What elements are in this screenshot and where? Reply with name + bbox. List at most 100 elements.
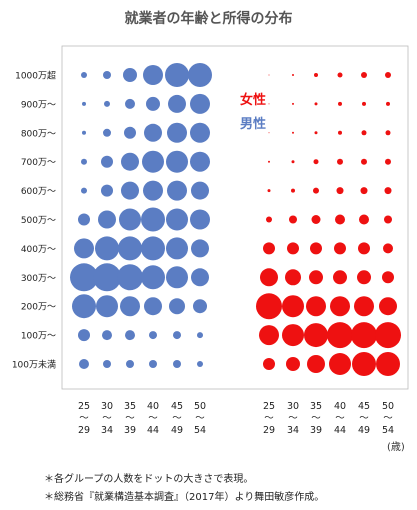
female-dot [383, 243, 393, 254]
male-dot [173, 360, 181, 368]
female-dot [313, 187, 319, 194]
male-dot [101, 184, 113, 197]
male-dot [126, 360, 134, 368]
footnote-2: ＊総務省『就業構造基本調査』（2017年）より舞田敏彦作成。 [44, 492, 325, 503]
female-dot [268, 103, 270, 105]
female-dot [357, 270, 371, 285]
female-dot [268, 160, 270, 163]
y-tick-label: 300万～ [21, 274, 56, 284]
male-dot [103, 360, 111, 368]
male-dot [101, 155, 113, 168]
female-dot [327, 322, 353, 349]
female-dot [287, 242, 299, 255]
female-dot [337, 158, 343, 165]
x-tick-start: 50 [194, 401, 206, 412]
female-dot [358, 242, 370, 255]
female-dot [268, 132, 270, 134]
female-dot [310, 242, 322, 255]
male-dot [119, 208, 141, 231]
female-dot [352, 352, 376, 376]
female-dot [307, 355, 325, 373]
female-dot [379, 297, 397, 316]
x-tick-start: 30 [287, 401, 299, 412]
footnote-1: ＊各グループの人数をドットの大きさで表現。 [44, 474, 254, 485]
female-dot [361, 130, 367, 136]
male-dot [121, 152, 139, 171]
x-tick-start: 40 [334, 401, 346, 412]
male-dot [78, 329, 90, 342]
female-dot [330, 296, 350, 317]
male-dot [165, 63, 189, 87]
male-dot [190, 122, 210, 143]
female-dot [336, 187, 344, 195]
legend-item-male: 男性 [240, 116, 266, 132]
male-dot [191, 268, 209, 287]
x-tick-range-mark: 〜 [172, 413, 182, 424]
female-dot [337, 72, 343, 78]
male-dot [81, 187, 87, 194]
female-dot [361, 72, 367, 78]
female-dot [360, 187, 368, 195]
x-unit-label: (歳) [387, 441, 405, 453]
x-tick-end: 39 [310, 425, 322, 436]
female-dot [375, 322, 401, 349]
female-dot [359, 214, 369, 225]
female-dot [362, 101, 366, 106]
male-dot [95, 236, 119, 261]
male-dot [103, 128, 111, 137]
chart: 1000万超 900万～ 800万～ 700万～ 600万～ 500万～ 400万～ 300万… [12, 45, 409, 453]
male-dot [188, 63, 212, 87]
y-tick-label: 600万～ [21, 187, 56, 197]
female-dot [376, 352, 400, 376]
x-tick-range-mark: 〜 [195, 413, 205, 424]
chart-title: 就業者の年齢と所得の分布 [124, 11, 293, 27]
male-dot [121, 181, 139, 200]
male-dot [191, 239, 209, 258]
male-dot [82, 101, 86, 106]
female-dot [266, 216, 272, 223]
male-dot [169, 298, 185, 315]
x-tick-start: 25 [78, 401, 90, 412]
x-tick-end: 34 [101, 425, 113, 436]
x-tick-range-mark: 〜 [383, 413, 393, 424]
male-dot [104, 100, 110, 107]
female-dot [260, 268, 278, 287]
male-dot [142, 150, 164, 173]
female-dot [292, 131, 294, 134]
x-tick-range-mark: 〜 [148, 413, 158, 424]
female-dot [289, 215, 297, 224]
x-tick-end: 39 [124, 425, 136, 436]
y-tick-label: 800万～ [21, 129, 56, 139]
female-dot [329, 353, 351, 375]
female-dot [333, 270, 347, 285]
female-dot [334, 242, 346, 255]
male-dot [143, 180, 163, 201]
x-tick-start: 45 [171, 401, 183, 412]
x-tick-end: 44 [147, 425, 159, 436]
x-tick-start: 25 [263, 401, 275, 412]
male-dot [81, 72, 87, 78]
female-dot [292, 74, 294, 76]
x-tick-range-mark: 〜 [359, 413, 369, 424]
female-dot [314, 73, 318, 77]
male-dot [144, 297, 162, 316]
x-tick-end: 29 [263, 425, 275, 436]
female-dot [282, 324, 304, 347]
male-dot [166, 150, 188, 173]
male-dot [98, 210, 116, 229]
male-dot [149, 331, 157, 340]
female-dot [268, 74, 270, 76]
male-dot [120, 296, 140, 317]
male-dot [125, 330, 135, 341]
x-tick-range-mark: 〜 [102, 413, 112, 424]
x-tick-end: 49 [358, 425, 370, 436]
female-dot [311, 215, 321, 224]
female-dot [309, 270, 323, 285]
female-dot [382, 271, 394, 284]
male-dot [81, 158, 87, 165]
male-dot [141, 265, 165, 290]
male-dot [167, 180, 187, 201]
x-tick-start: 30 [101, 401, 113, 412]
male-dot [72, 294, 96, 319]
male-dot [190, 93, 210, 114]
